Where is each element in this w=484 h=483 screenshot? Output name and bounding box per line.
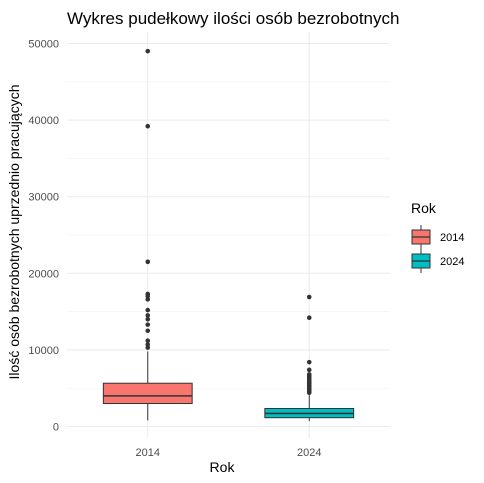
legend-label: 2024 xyxy=(440,256,464,268)
outlier-point xyxy=(306,294,312,300)
x-tick-label: 2014 xyxy=(136,447,160,459)
x-axis-title: Rok xyxy=(210,459,236,475)
y-tick-label: 40000 xyxy=(28,115,59,127)
grid-lines xyxy=(67,32,390,438)
x-tick-label: 2024 xyxy=(297,447,321,459)
outlier-point xyxy=(145,322,151,327)
box-groups xyxy=(102,48,355,422)
outlier-point xyxy=(145,338,151,344)
outlier-point xyxy=(145,345,151,350)
y-tick-label: 30000 xyxy=(28,192,59,204)
outlier-point xyxy=(145,316,151,322)
chart-title: Wykres pudełkowy ilości osób bezrobotnyc… xyxy=(67,9,399,28)
legend-item-2014: 2014 xyxy=(411,225,464,249)
y-tick-label: 0 xyxy=(53,422,59,434)
y-axis-ticks: 0 10000 20000 30000 40000 50000 xyxy=(28,38,59,433)
box-2024 xyxy=(264,294,355,422)
outlier-point xyxy=(306,390,312,396)
legend: Rok 2014 2024 xyxy=(411,200,464,273)
box-body xyxy=(102,382,193,405)
outlier-point xyxy=(145,313,151,318)
outlier-point xyxy=(145,123,151,129)
x-axis-ticks: 2014 2024 xyxy=(136,447,322,459)
y-tick-label: 50000 xyxy=(28,38,59,50)
outlier-point xyxy=(145,307,151,313)
legend-title: Rok xyxy=(411,200,437,216)
outlier-point xyxy=(145,259,151,265)
outlier-point xyxy=(145,297,151,302)
box-2014 xyxy=(102,48,193,421)
outlier-point xyxy=(145,328,151,334)
outlier-point xyxy=(306,315,312,321)
outlier-point xyxy=(306,359,312,365)
legend-item-2024: 2024 xyxy=(411,249,464,273)
legend-label: 2014 xyxy=(440,232,464,244)
outlier-point xyxy=(145,48,151,54)
y-axis-title: Ilość osób bezrobotnych uprzednio pracuj… xyxy=(6,85,22,380)
y-tick-label: 10000 xyxy=(28,345,59,357)
outlier-point xyxy=(306,367,312,373)
y-tick-label: 20000 xyxy=(28,268,59,280)
